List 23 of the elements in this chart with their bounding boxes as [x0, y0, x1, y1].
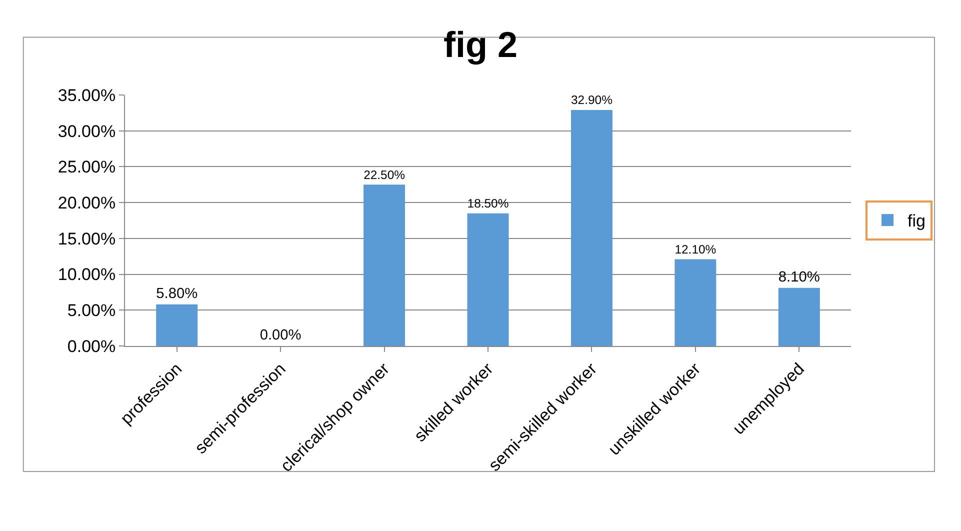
bar	[467, 213, 509, 346]
y-tick-label: 25.00%	[58, 158, 116, 177]
bar	[778, 288, 820, 346]
y-tick-label: 30.00%	[58, 122, 116, 141]
y-tick-label: 15.00%	[58, 229, 116, 248]
y-tick-label: 5.00%	[67, 301, 116, 320]
y-tick-label: 0.00%	[67, 336, 116, 356]
bar	[570, 110, 612, 346]
y-tick-label: 20.00%	[58, 194, 116, 213]
y-tick-label: 10.00%	[58, 265, 116, 284]
data-label: 0.00%	[260, 328, 302, 344]
bar	[674, 259, 716, 346]
legend-label: fig	[908, 212, 926, 231]
bar	[156, 304, 198, 346]
data-label: 32.90%	[570, 93, 613, 108]
data-label: 8.10%	[778, 269, 820, 286]
data-label: 22.50%	[364, 168, 406, 182]
y-tick-label: 35.00%	[58, 86, 116, 105]
data-label: 5.80%	[156, 286, 198, 302]
data-label: 18.50%	[467, 196, 509, 210]
data-label: 12.10%	[674, 242, 716, 256]
bar	[364, 184, 406, 346]
chart-title: fig 2	[443, 24, 518, 66]
